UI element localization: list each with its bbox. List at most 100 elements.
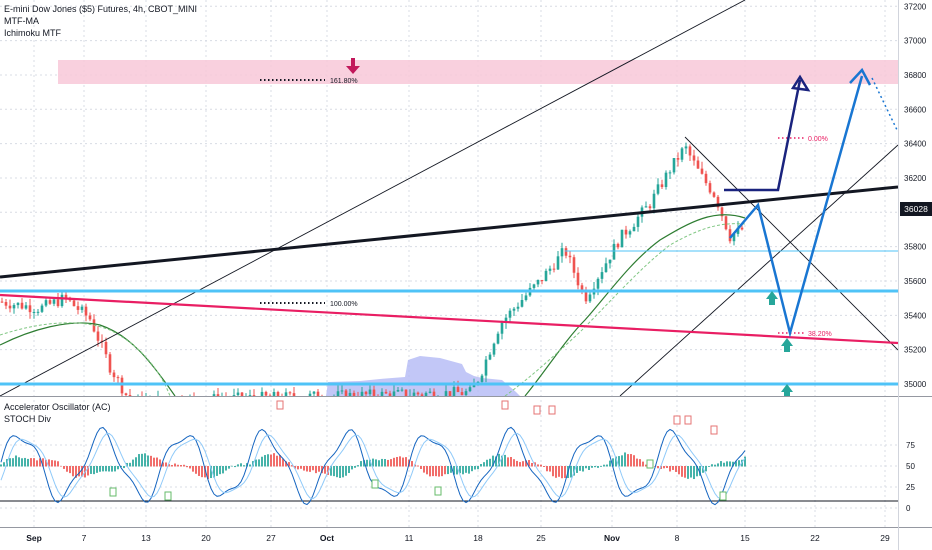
ac-bar — [48, 459, 50, 467]
chart-legend-title[interactable]: E-mini Dow Jones ($5) Futures, 4h, CBOT_… — [4, 4, 198, 14]
ac-bar — [336, 466, 338, 478]
candle-body — [584, 289, 588, 302]
candle-body — [185, 405, 188, 406]
price-tick-label: 36800 — [904, 71, 927, 80]
ac-bar — [666, 466, 668, 468]
price-pane[interactable]: 161.80% 100.00% 0.00% 38.20% — [0, 0, 898, 412]
candle-body — [540, 279, 544, 282]
indicator-legend-ichimoku[interactable]: Ichimoku MTF — [4, 28, 62, 38]
candle-body — [56, 299, 60, 307]
candle-body — [157, 396, 160, 405]
candle-body — [392, 391, 396, 396]
candle-body — [316, 391, 320, 396]
ac-bar — [744, 456, 746, 467]
ac-bar — [642, 461, 644, 467]
ichimoku-cloud — [326, 356, 520, 396]
candle-body — [604, 263, 608, 273]
candle-body — [492, 343, 496, 355]
ac-bar — [432, 466, 434, 477]
ac-bar — [51, 460, 53, 467]
candle-body — [400, 389, 404, 391]
ac-bar — [87, 466, 89, 476]
ac-bar — [420, 466, 422, 470]
bull-div-marker — [371, 479, 379, 489]
forecast-path-dark — [724, 79, 802, 192]
price-tick-label: 35600 — [904, 277, 927, 286]
ac-bar — [390, 459, 392, 467]
candle-body — [80, 306, 84, 310]
candle-body — [600, 272, 604, 279]
ac-bar — [60, 466, 62, 467]
ac-bar — [639, 459, 641, 467]
ac-bar — [90, 466, 92, 474]
osc-tick-label: 25 — [906, 483, 915, 492]
ac-bar — [255, 459, 257, 467]
fib-382-label: 38.20% — [808, 331, 832, 338]
ac-bar — [204, 466, 206, 478]
candle-body — [252, 395, 256, 396]
ac-bar — [276, 455, 278, 467]
oscillator-axis[interactable]: 0 25 50 75 — [906, 441, 915, 513]
candle-body — [568, 255, 572, 258]
candle-body — [656, 184, 660, 194]
candle-body — [276, 392, 280, 396]
candle-body — [141, 396, 144, 405]
ac-bar — [429, 466, 431, 477]
ac-bar — [564, 466, 566, 478]
ac-bar — [402, 457, 404, 467]
ac-bar — [237, 464, 239, 467]
ac-bar — [636, 458, 638, 467]
candle-body — [624, 229, 628, 235]
ac-bar — [324, 466, 326, 474]
indicator-legend-mtf-ma[interactable]: MTF-MA — [4, 16, 39, 26]
ac-bar — [123, 466, 125, 469]
ac-bar — [483, 462, 485, 467]
ac-bar — [465, 466, 467, 473]
time-axis[interactable]: Sep 7 13 20 27 Oct 11 18 25 Nov 8 15 22 29 — [26, 533, 890, 543]
price-axis[interactable]: 3500035200354003560035800360003620036400… — [904, 2, 927, 389]
fib-100-label: 100.00% — [330, 301, 358, 308]
candle-body — [516, 306, 520, 309]
ac-bar — [66, 466, 68, 472]
oscillator-legend-stoch[interactable]: STOCH Div — [4, 414, 51, 424]
candle-body — [648, 206, 652, 209]
ac-bar — [630, 454, 632, 467]
ac-bar — [189, 466, 191, 469]
candle-body — [32, 311, 36, 313]
candle-body — [708, 183, 712, 193]
ac-bar — [675, 466, 677, 472]
ac-bar — [690, 466, 692, 478]
ac-bar — [186, 466, 188, 468]
oscillator-legend-ac[interactable]: Accelerator Oscillator (AC) — [4, 402, 111, 412]
oscillator-pane[interactable] — [0, 400, 898, 506]
candle-body — [372, 389, 376, 396]
ac-bar — [339, 466, 341, 478]
ac-bar — [345, 466, 347, 476]
ac-bar — [72, 466, 74, 477]
bull-div-marker — [719, 491, 727, 501]
candle-body — [268, 395, 272, 396]
candle-body — [396, 390, 400, 392]
ac-bar — [300, 466, 302, 469]
candle-body — [88, 315, 92, 320]
candle-body — [632, 226, 636, 232]
osc-tick-label: 50 — [906, 462, 915, 471]
ac-bar — [141, 453, 143, 467]
candle-body — [688, 146, 692, 156]
ac-bar — [3, 462, 5, 467]
ac-bar — [330, 466, 332, 476]
ac-bar — [738, 460, 740, 467]
candle-body — [504, 317, 508, 323]
candle-body — [212, 394, 216, 396]
ac-bar — [24, 457, 26, 467]
ac-bar — [261, 456, 263, 467]
candle-body — [364, 391, 368, 395]
ac-bar — [735, 461, 737, 467]
ac-bar — [267, 454, 269, 467]
ac-bar — [342, 466, 344, 478]
candle-body — [348, 392, 352, 396]
candle-body — [732, 233, 736, 242]
candle-body — [728, 229, 732, 242]
bear-div-marker — [673, 415, 681, 425]
